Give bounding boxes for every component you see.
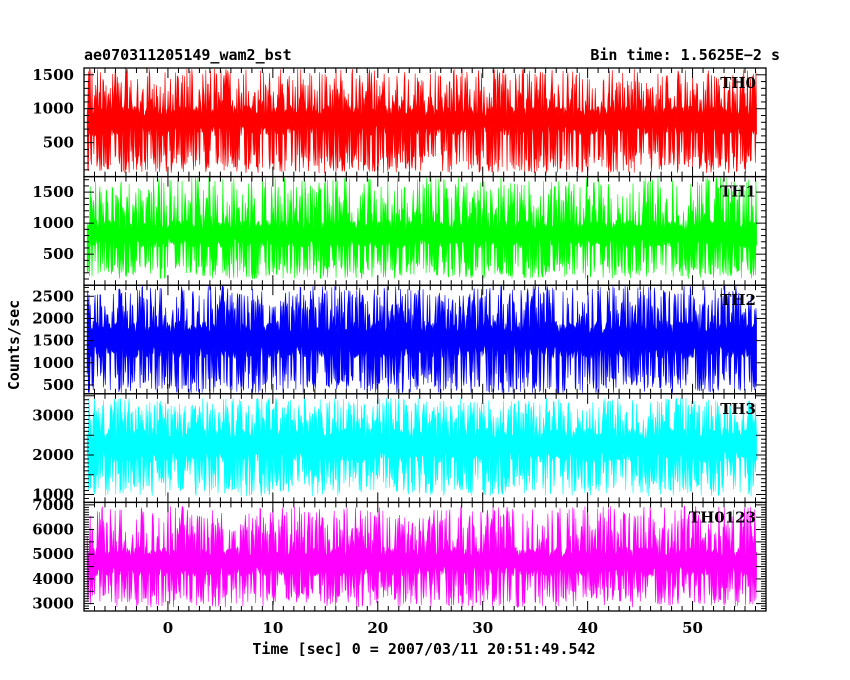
y-tick-label: 5000 — [32, 545, 74, 563]
panel-label: TH2 — [720, 291, 756, 309]
panel-label: TH1 — [720, 183, 756, 201]
panel-th1: 500 1000 1500 TH1 — [32, 175, 767, 286]
panels-group: 500 1000 1500 TH0 500 1000 1500 TH1 500 1000 1500 2… — [32, 66, 767, 613]
y-tick-label: 3000 — [32, 595, 74, 613]
x-tick-label: 30 — [472, 619, 493, 637]
y-tick-label: 3000 — [32, 407, 74, 425]
y-tick-label: 1500 — [32, 183, 74, 201]
y-tick-label: 500 — [43, 134, 74, 152]
y-tick-label: 1000 — [32, 100, 74, 118]
x-axis: 0 10 20 30 40 50 — [163, 619, 703, 637]
panel-label: TH0123 — [689, 508, 756, 526]
y-tick-label: 7000 — [32, 496, 74, 514]
x-tick-label: 0 — [163, 619, 173, 637]
x-tick-label: 50 — [682, 619, 703, 637]
series-th0 — [86, 68, 757, 174]
y-tick-label: 1000 — [32, 354, 74, 372]
panel-th3: 1000 2000 3000 TH3 — [32, 393, 767, 504]
chart-title: ae070311205149_wam2_bst — [84, 46, 292, 64]
series-th3 — [86, 397, 757, 497]
panel-label: TH0 — [720, 74, 756, 92]
y-tick-label: 2000 — [32, 309, 74, 327]
x-tick-label: 10 — [262, 619, 283, 637]
y-tick-label: 2500 — [32, 287, 74, 305]
panel-th0: 500 1000 1500 TH0 — [32, 66, 767, 178]
y-tick-label: 500 — [43, 245, 74, 263]
panel-th2: 500 1000 1500 2000 2500 TH2 — [32, 284, 767, 395]
panel-label: TH3 — [720, 400, 756, 418]
series-th2 — [86, 285, 757, 394]
y-tick-label: 4000 — [32, 570, 74, 588]
panel-th0123: 3000 4000 5000 6000 7000 TH0123 — [32, 496, 767, 613]
y-tick-label: 1500 — [32, 332, 74, 350]
y-axis-label: Counts/sec — [5, 300, 23, 390]
x-tick-label: 20 — [367, 619, 388, 637]
bin-time-label: Bin time: 1.5625E−2 s — [590, 46, 780, 64]
x-axis-label: Time [sec] 0 = 2007/03/11 20:51:49.542 — [252, 640, 595, 658]
y-tick-label: 500 — [43, 376, 74, 394]
y-tick-label: 1000 — [32, 214, 74, 232]
x-tick-label: 40 — [577, 619, 598, 637]
y-tick-label: 1500 — [32, 66, 74, 84]
y-tick-label: 1000 — [32, 486, 74, 504]
series-th1 — [86, 177, 757, 280]
y-tick-label: 2000 — [32, 446, 74, 464]
y-tick-label: 6000 — [32, 521, 74, 539]
series-th0123 — [86, 505, 757, 608]
